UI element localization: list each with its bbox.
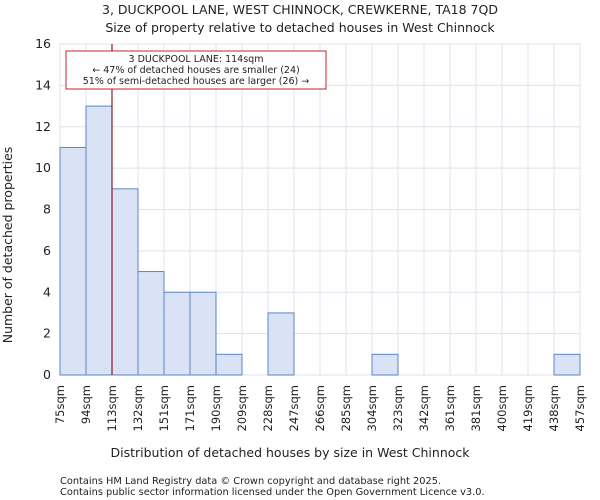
- annotation-line-1: 3 DUCKPOOL LANE: 114sqm: [129, 54, 264, 65]
- footer-line-2: Contains public sector information licen…: [60, 487, 485, 498]
- x-tick-label: 209sqm: [235, 385, 249, 431]
- x-tick-label: 304sqm: [365, 385, 379, 431]
- annotation-line-2: ← 47% of detached houses are smaller (24…: [92, 65, 299, 76]
- y-tick-label: 4: [43, 284, 51, 299]
- x-tick-label: 94sqm: [79, 385, 93, 424]
- x-tick-label: 171sqm: [183, 385, 197, 431]
- chart-title: 3, DUCKPOOL LANE, WEST CHINNOCK, CREWKER…: [102, 2, 498, 17]
- annotation-line-3: 51% of semi-detached houses are larger (…: [83, 76, 310, 87]
- y-tick-label: 2: [43, 326, 51, 341]
- x-tick-label: 438sqm: [547, 385, 561, 431]
- x-tick-label: 285sqm: [339, 385, 353, 431]
- bar: [137, 271, 165, 376]
- y-tick-label: 12: [35, 119, 51, 134]
- annotation-border: [65, 50, 327, 90]
- bar: [371, 353, 399, 376]
- y-axis-label: Number of detached properties: [0, 147, 15, 344]
- x-tick-label: 132sqm: [131, 385, 145, 431]
- x-tick-label: 419sqm: [521, 385, 535, 431]
- x-tick-label: 75sqm: [53, 385, 67, 424]
- x-tick-label: 457sqm: [573, 385, 587, 431]
- y-tick-label: 10: [35, 160, 51, 175]
- footer-line-1: Contains HM Land Registry data © Crown c…: [60, 476, 441, 487]
- bar: [59, 146, 87, 376]
- x-tick-label: 228sqm: [261, 385, 275, 431]
- x-axis-ticks: 75sqm 94sqm 113sqm 132sqm 151sqm 171sqm 190sqm…: [53, 385, 587, 431]
- bar: [189, 291, 217, 376]
- y-tick-label: 6: [43, 243, 51, 258]
- bar: [111, 188, 139, 376]
- bar: [163, 291, 191, 376]
- bar: [215, 353, 243, 376]
- chart-subtitle: Size of property relative to detached ho…: [105, 20, 495, 35]
- y-tick-label: 8: [43, 202, 51, 217]
- bar: [553, 353, 581, 376]
- annotation-box: 3 DUCKPOOL LANE: 114sqm ← 47% of detache…: [65, 50, 327, 90]
- bar: [85, 105, 113, 376]
- x-tick-label: 400sqm: [495, 385, 509, 431]
- y-axis-ticks: 0 2 4 6 8 10 12 14 16: [35, 36, 51, 382]
- x-tick-label: 113sqm: [105, 385, 119, 431]
- bar: [267, 312, 295, 376]
- x-tick-label: 190sqm: [209, 385, 223, 431]
- x-tick-label: 323sqm: [391, 385, 405, 431]
- x-tick-label: 151sqm: [157, 385, 171, 431]
- x-tick-label: 381sqm: [469, 385, 483, 431]
- y-tick-label: 0: [43, 367, 51, 382]
- y-tick-label: 14: [35, 77, 51, 92]
- x-tick-label: 247sqm: [287, 385, 301, 431]
- x-axis-label: Distribution of detached houses by size …: [111, 445, 471, 460]
- x-tick-label: 266sqm: [313, 385, 327, 431]
- y-tick-label: 16: [35, 36, 51, 51]
- x-tick-label: 342sqm: [417, 385, 431, 431]
- x-tick-label: 361sqm: [443, 385, 457, 431]
